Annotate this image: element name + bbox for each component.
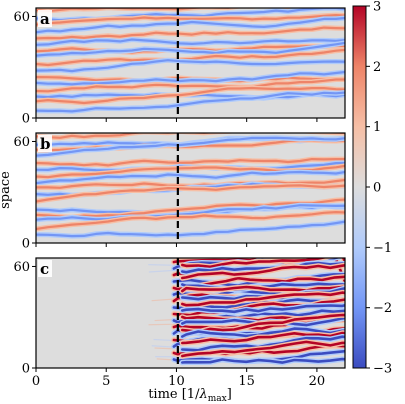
x-axis-label: time [1/λmax] <box>148 387 232 404</box>
panel-a-label: a <box>40 10 50 28</box>
heatmap-stripe <box>36 70 345 86</box>
heatmap-stripe <box>36 26 345 40</box>
y-tick-label: 0 <box>22 237 30 252</box>
colorbar-gradient <box>352 5 367 369</box>
heatmap-stripe <box>181 303 345 314</box>
heatmap-stripe <box>36 16 345 34</box>
x-axis-label-subscript: max <box>208 394 227 404</box>
colorbar-tick-label: −2 <box>373 301 392 316</box>
heatmap-stripe <box>36 14 345 26</box>
panel-a-frame <box>35 7 346 119</box>
heatmap-perturbation <box>148 264 178 266</box>
colorbar-tick-label: 0 <box>373 181 381 196</box>
heatmap-stripe <box>36 170 345 185</box>
heatmap-stripe <box>181 258 345 269</box>
y-tick-label: 60 <box>13 135 30 150</box>
heatmap-stripe <box>181 331 345 345</box>
heatmap-stripe <box>36 78 345 93</box>
heatmap-stripe <box>36 220 345 238</box>
x-tick-label: 20 <box>309 374 326 389</box>
panel-b-heatmap <box>36 133 345 239</box>
heatmap-stripe <box>181 263 345 280</box>
panel-c-label: c <box>40 260 49 278</box>
panel-a-label-box <box>38 10 52 27</box>
heatmap-stripe <box>36 133 345 139</box>
x-tick-label: 0 <box>32 374 40 389</box>
heatmap-stripe <box>36 136 345 157</box>
heatmap-stripe <box>36 59 345 73</box>
panel-b-frame <box>35 132 346 244</box>
heatmap-stripe <box>36 91 345 113</box>
panel-c-label-box <box>38 260 52 277</box>
heatmap-stripe <box>36 211 345 231</box>
colorbar-tick-label: 1 <box>373 120 381 135</box>
panel-c-frame <box>35 257 346 369</box>
panel-c: c <box>35 257 346 369</box>
x-tick-label: 10 <box>168 374 185 389</box>
heatmap-stripe <box>36 204 345 221</box>
y-axis-label: space <box>0 171 13 209</box>
heatmap-stripe <box>36 158 345 167</box>
heatmap-stripe <box>36 86 345 105</box>
x-tick-label: 15 <box>238 374 255 389</box>
heatmap-perturbation <box>148 323 178 326</box>
panel-a: a <box>35 7 346 119</box>
heatmap-stripe <box>181 327 345 338</box>
x-tick-label: 5 <box>102 374 110 389</box>
y-axis-ticks: 0 60 0 60 0 60 <box>13 10 36 377</box>
panel-a-heatmap <box>36 8 345 114</box>
heatmap-stripe <box>181 291 345 307</box>
x-axis-label-lambda: λ <box>198 387 207 402</box>
heatmap-stripe <box>36 184 345 203</box>
panel-b: b <box>35 132 346 244</box>
colorbar-tick-label: −3 <box>373 362 392 377</box>
heatmap-stripe <box>181 340 345 358</box>
y-tick-label: 60 <box>13 10 30 25</box>
y-tick-label: 60 <box>13 260 30 275</box>
colorbar-tick-label: 3 <box>373 0 381 15</box>
colorbar-tick-label: 2 <box>373 60 381 75</box>
x-axis-label-suffix: ] <box>227 387 232 402</box>
heatmap-stripe <box>181 261 345 274</box>
panel-b-label: b <box>40 135 51 153</box>
y-tick-label: 0 <box>22 362 30 377</box>
x-axis-ticks: 0 5 10 15 20 <box>32 118 325 389</box>
heatmap-stripe <box>36 41 345 57</box>
panel-b-label-box <box>38 135 52 152</box>
colorbar-ticks: 3 2 1 0 −1 −2 −3 <box>366 0 392 377</box>
heatmap-stripe <box>36 38 345 46</box>
colorbar: 3 2 1 0 −1 −2 −3 <box>352 0 392 377</box>
x-axis-label-prefix: time [1/ <box>148 387 200 402</box>
heatmap-stripe <box>181 357 345 364</box>
y-tick-label: 0 <box>22 112 30 127</box>
panel-c-heatmap <box>148 258 345 366</box>
colorbar-tick-label: −1 <box>373 241 392 256</box>
heatmap-stripe <box>181 285 345 293</box>
